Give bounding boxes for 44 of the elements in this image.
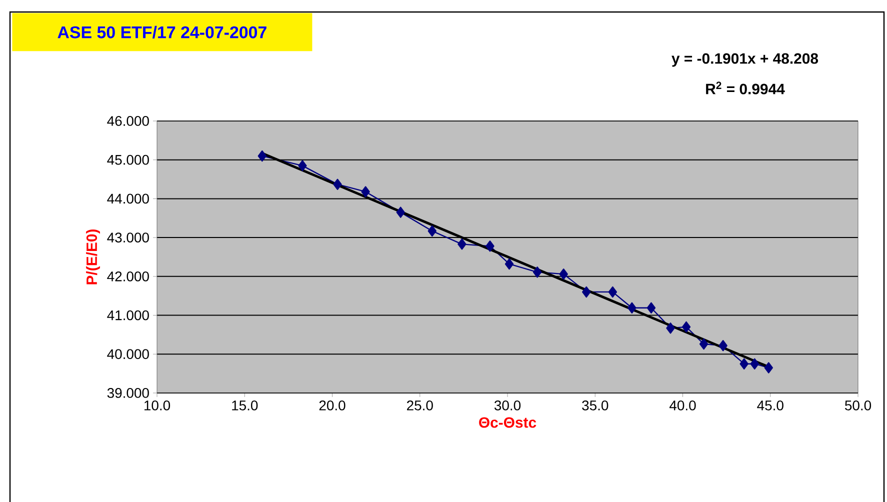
y-axis-title: P/(E/E0): [86, 229, 100, 284]
point: [486, 240, 494, 252]
text: y = -0.1901x + 48.208: [672, 53, 818, 67]
point: [396, 206, 405, 218]
x-tick-label: 35.0: [582, 400, 608, 410]
point: [718, 340, 728, 352]
x-tick-label: 30.0: [494, 400, 521, 410]
point: [750, 358, 759, 370]
y-tick-label: 46.000: [107, 116, 149, 126]
y-tick-label: 41.000: [107, 310, 149, 320]
point: [682, 321, 691, 333]
chart-title: ASE 50 ETF/17 24-07-2007: [58, 26, 266, 38]
point: [504, 258, 514, 270]
y-tick-label: 44.000: [107, 194, 149, 204]
y-tick-label: 42.000: [107, 271, 149, 282]
point: [646, 302, 656, 314]
point: [361, 186, 370, 198]
point: [298, 160, 307, 172]
x-tick-label: 25.0: [407, 400, 433, 410]
point: [582, 286, 591, 298]
y-tick-label: 43.000: [107, 232, 149, 243]
x-tick-label: 10.0: [144, 400, 170, 410]
point: [699, 338, 708, 350]
point: [258, 150, 267, 162]
x-tick-label: 15.0: [232, 400, 258, 410]
point: [628, 302, 636, 314]
x-tick-label: 40.0: [669, 400, 696, 410]
point: [666, 322, 675, 334]
y-tick-label: 39.000: [107, 388, 149, 398]
point: [532, 266, 542, 278]
point: [608, 286, 618, 298]
point: [333, 178, 342, 190]
point: [740, 358, 748, 370]
x-tick-label: 20.0: [319, 400, 346, 410]
point: [428, 225, 436, 237]
x-axis-title: Θc-Θstc: [479, 417, 536, 428]
point: [559, 268, 568, 280]
point: [764, 362, 773, 374]
text: R$^{2}$ = 0.9944: [706, 82, 785, 94]
x-tick-label: 45.0: [757, 400, 784, 410]
point: [458, 238, 466, 250]
x-tick-label: 50.0: [844, 400, 872, 410]
y-tick-label: 40.000: [107, 349, 149, 360]
y-tick-label: 45.000: [107, 154, 149, 165]
